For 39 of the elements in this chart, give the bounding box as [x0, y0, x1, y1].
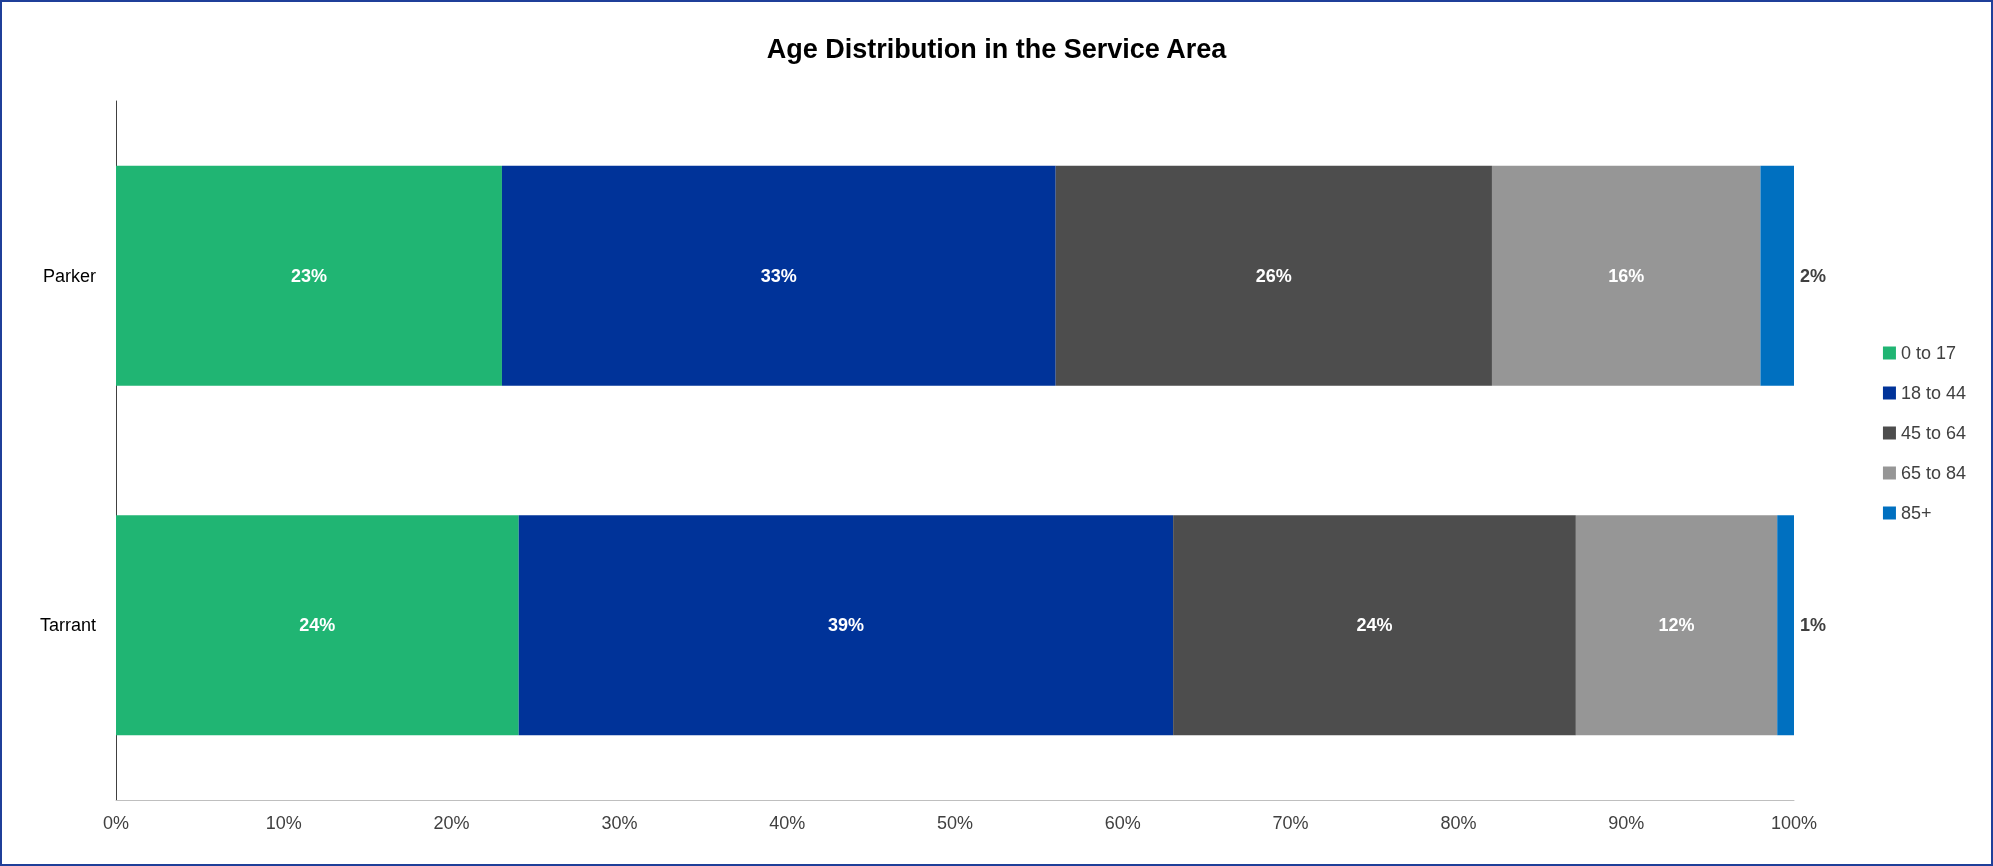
legend-label: 18 to 44 — [1900, 383, 1967, 403]
x-tick-label: 40% — [769, 813, 806, 833]
x-tick-label: 0% — [102, 813, 130, 833]
data-label: 1% — [1800, 615, 1827, 636]
bar — [518, 515, 1174, 736]
data-label: 16% — [1608, 265, 1645, 286]
bar — [1760, 165, 1794, 386]
x-tick-label: 90% — [1608, 813, 1645, 833]
bar — [116, 165, 502, 386]
x-tick-label: 100% — [1770, 813, 1818, 833]
bar — [116, 515, 519, 736]
data-label: 26% — [1255, 265, 1292, 286]
x-tick-label: 30% — [601, 813, 638, 833]
data-label: 24% — [299, 615, 336, 636]
chart-title: Age Distribution in the Service Area — [766, 33, 1228, 64]
bar — [1575, 515, 1778, 736]
legend-label: 85+ — [1900, 503, 1932, 523]
data-label: 23% — [290, 265, 327, 286]
x-tick-label: 50% — [936, 813, 974, 833]
bar — [1491, 165, 1761, 386]
data-label: 24% — [1356, 615, 1393, 636]
x-tick-label: 60% — [1104, 813, 1141, 833]
bar — [501, 165, 1056, 386]
bar — [1777, 515, 1794, 736]
bar — [1055, 165, 1492, 386]
x-tick-label: 70% — [1272, 813, 1309, 833]
x-tick-label: 20% — [433, 813, 470, 833]
x-tick-label: 10% — [265, 813, 302, 833]
data-label: 39% — [827, 615, 864, 636]
legend-label: 0 to 17 — [1900, 343, 1956, 363]
data-label: 2% — [1800, 265, 1827, 286]
legend-label: 65 to 84 — [1900, 463, 1967, 483]
data-label: 12% — [1658, 615, 1695, 636]
data-label: 33% — [760, 265, 797, 286]
bar — [1173, 515, 1576, 736]
legend-label: 45 to 64 — [1900, 423, 1967, 443]
y-tick-label: Tarrant — [39, 615, 96, 636]
x-tick-label: 80% — [1440, 813, 1477, 833]
y-tick-label: Parker — [42, 265, 97, 286]
